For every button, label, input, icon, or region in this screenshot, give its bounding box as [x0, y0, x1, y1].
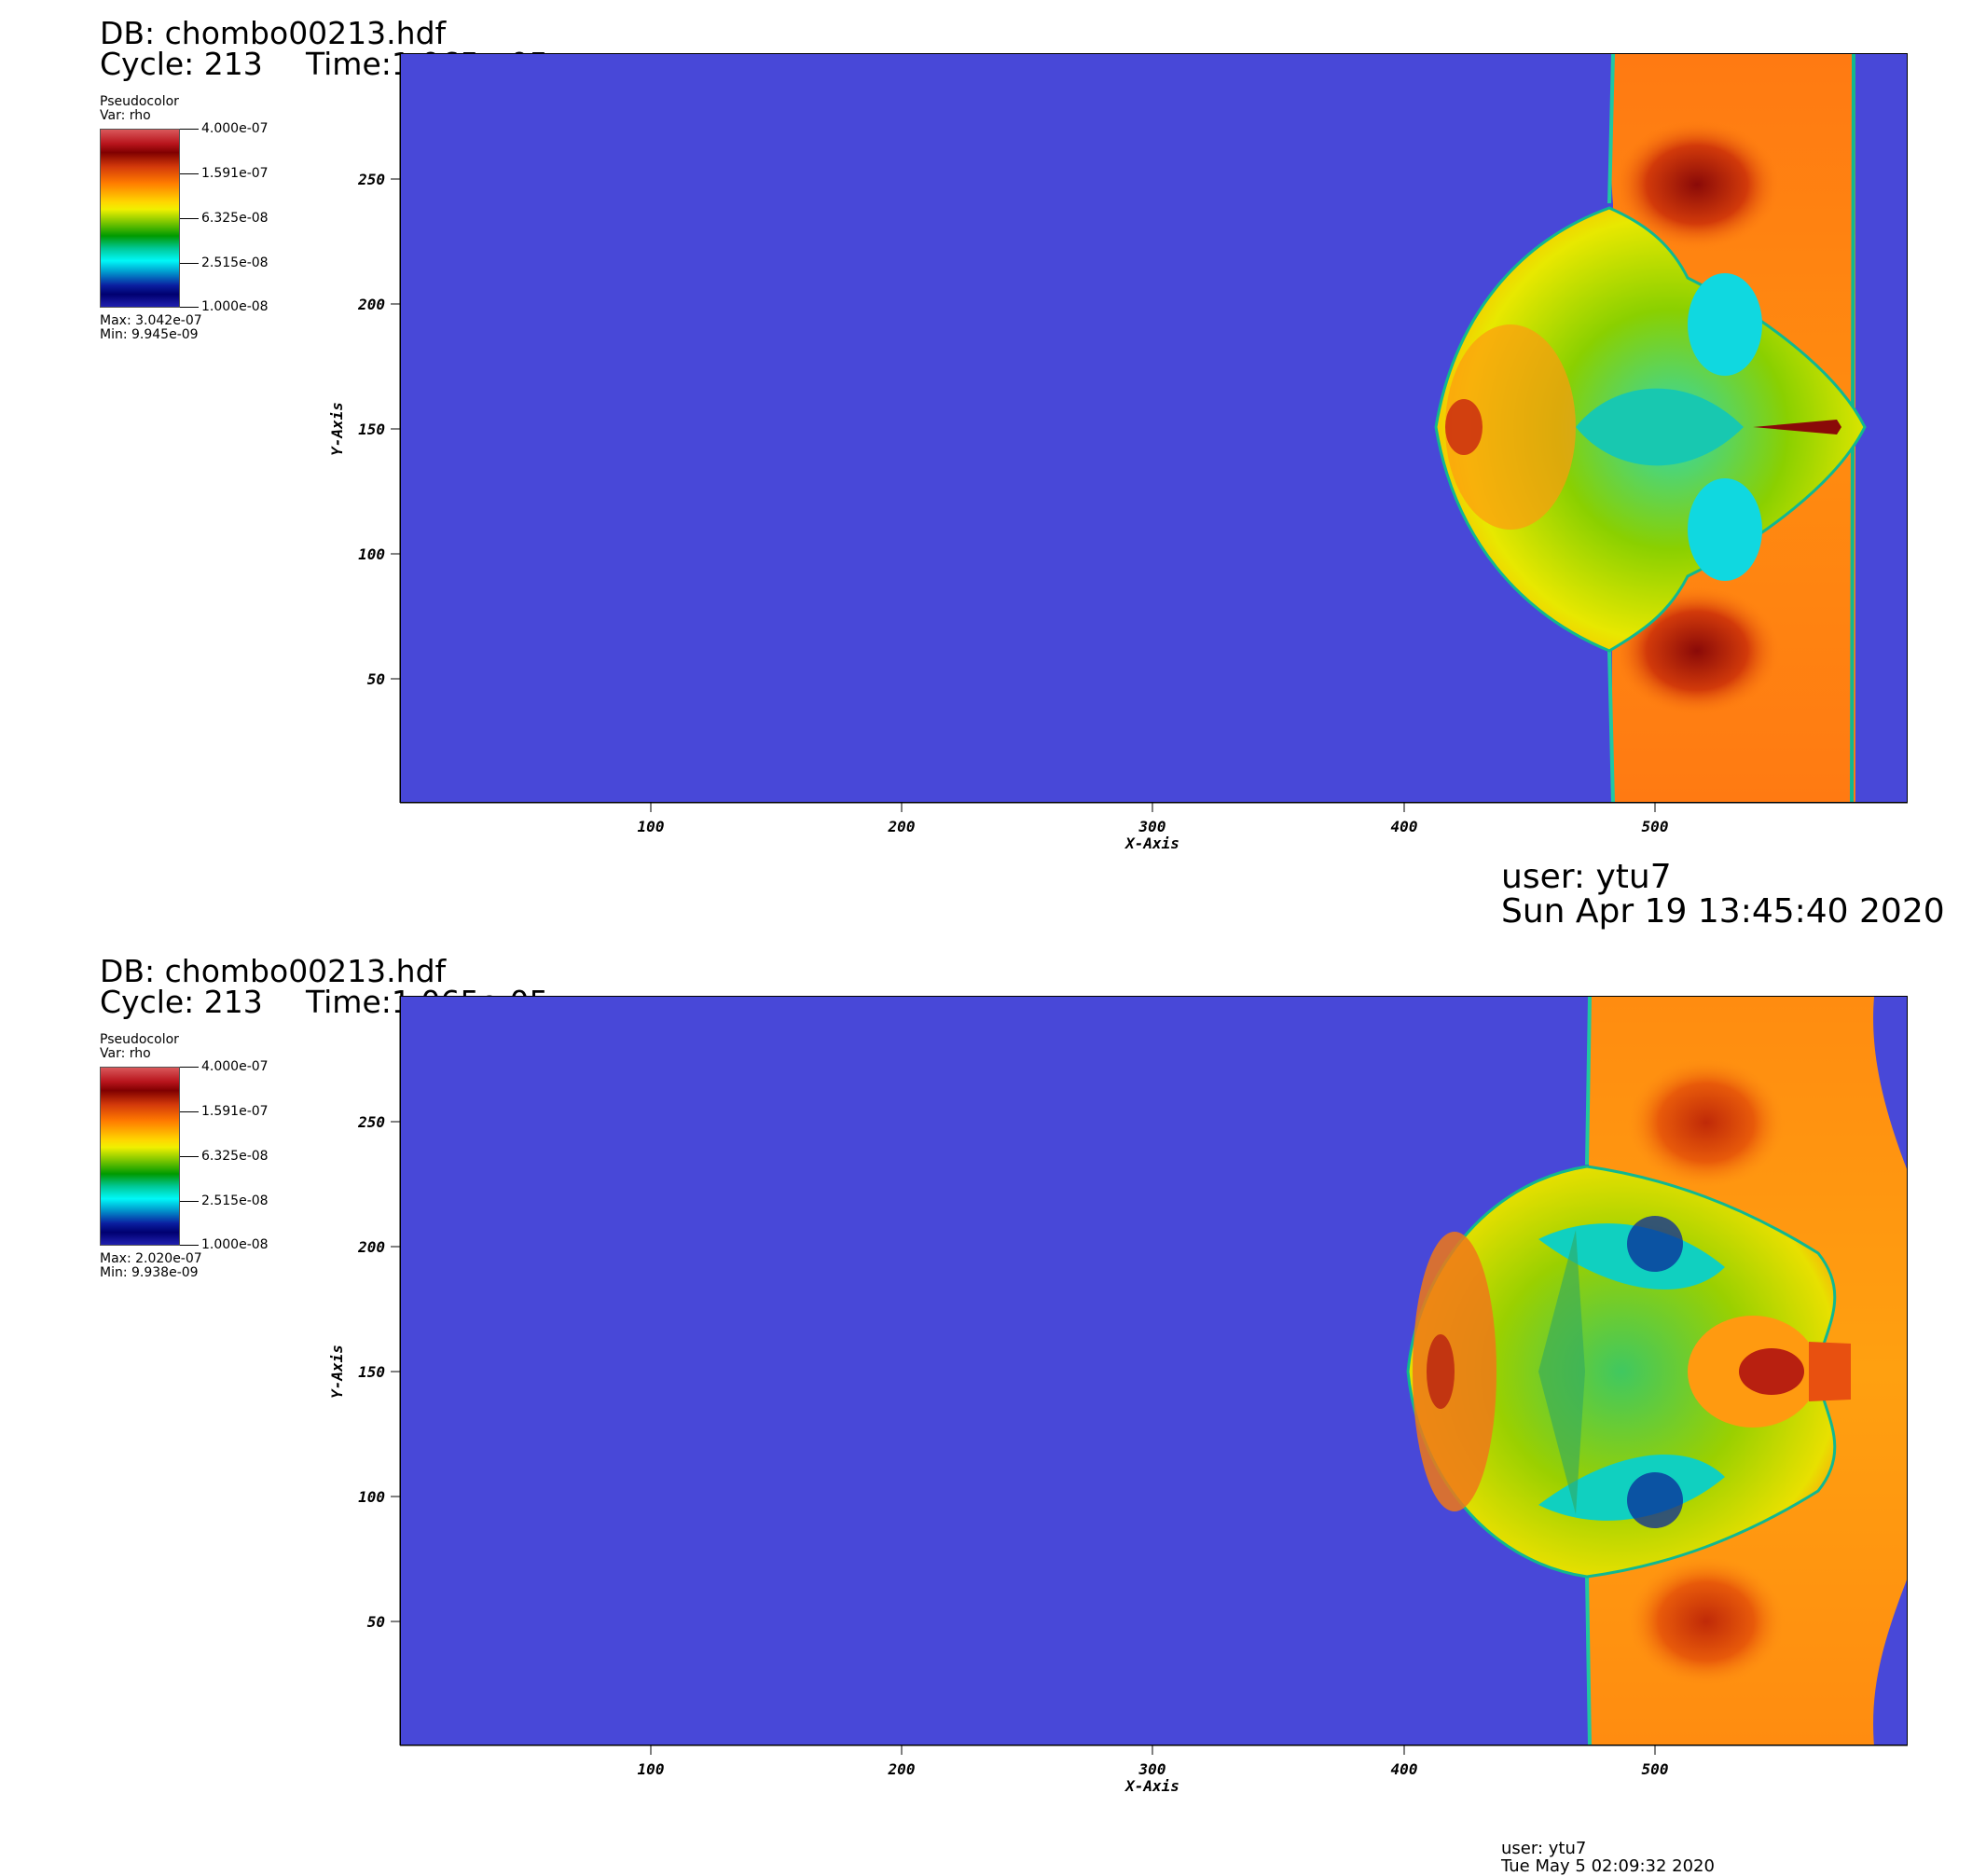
- x-tick-label: 100: [638, 818, 665, 835]
- user-label: user: ytu7: [1501, 1839, 1587, 1858]
- colorbar-tick: [180, 307, 199, 308]
- y-axis-title: Y-Axis: [328, 402, 346, 456]
- density-field-plot: [400, 996, 1908, 1745]
- y-tick-label: 250: [357, 1113, 385, 1131]
- y-tick-label: 200: [357, 296, 385, 313]
- y-tick-label: 150: [358, 1363, 385, 1381]
- density-field-image: [401, 54, 1907, 802]
- colorbar-tick: [180, 1245, 199, 1246]
- colorbar-label: 4.000e-07: [201, 1059, 269, 1074]
- colorbar-tick: [180, 1201, 199, 1202]
- colorbar-label: 2.515e-08: [201, 255, 269, 270]
- colorbar-label: 4.000e-07: [201, 121, 269, 136]
- y-tick-label: 100: [358, 545, 385, 563]
- colorbar-tick: [180, 218, 199, 219]
- cycle-label: Cycle: 213: [100, 984, 263, 1020]
- legend-max: Max: 3.042e-07: [100, 313, 202, 328]
- x-tick-label: 100: [638, 1760, 665, 1778]
- colorbar-label: 1.000e-08: [201, 299, 269, 314]
- x-tick-label: 400: [1391, 1760, 1418, 1778]
- date-label: Sun Apr 19 13:45:40 2020: [1501, 892, 1945, 931]
- user-label: user: ytu7: [1501, 858, 1672, 896]
- plot-panel-bottom: DB: chombo00213.hdf Cycle: 213 Time:1.06…: [0, 938, 1986, 1876]
- y-tick-label: 50: [367, 670, 385, 688]
- density-field-image: [401, 997, 1907, 1745]
- x-axis-title: X-Axis: [1124, 835, 1179, 852]
- colorbar-label: 1.591e-07: [201, 166, 269, 181]
- legend-plot-type: Pseudocolor: [100, 94, 179, 109]
- colorbar-label: 2.515e-08: [201, 1193, 269, 1208]
- y-tick-label: 250: [357, 171, 385, 188]
- colorbar-label: 6.325e-08: [201, 211, 269, 226]
- x-tick-label: 400: [1391, 818, 1418, 835]
- y-tick-label: 50: [367, 1613, 385, 1631]
- colorbar-tick: [180, 1067, 199, 1068]
- cycle-label: Cycle: 213: [100, 46, 263, 82]
- colorbar-label: 1.591e-07: [201, 1104, 269, 1119]
- x-tick-label: 200: [888, 1760, 916, 1778]
- x-tick-label: 500: [1642, 818, 1669, 835]
- legend-variable: Var: rho: [100, 108, 151, 123]
- database-label: DB: chombo00213.hdf: [100, 15, 447, 51]
- y-axis-title: Y-Axis: [328, 1345, 346, 1399]
- axes-top: 100 200 300 400 500 250 200 150 100 50 X…: [328, 53, 1908, 852]
- colorbar: [100, 1067, 180, 1246]
- x-tick-label: 200: [888, 818, 916, 835]
- date-label: Tue May 5 02:09:32 2020: [1501, 1856, 1715, 1876]
- legend-max: Max: 2.020e-07: [100, 1251, 202, 1266]
- x-tick-label: 500: [1642, 1760, 1669, 1778]
- colorbar: [100, 129, 180, 308]
- legend-plot-type: Pseudocolor: [100, 1032, 179, 1047]
- colorbar-tick: [180, 1156, 199, 1157]
- plot-panel-top: DB: chombo00213.hdf Cycle: 213 Time:1.06…: [100, 15, 1945, 931]
- axes-bottom: 100 200 300 400 500 250 200 150 100 50 X…: [328, 996, 1908, 1795]
- x-tick-label: 300: [1138, 818, 1166, 835]
- density-field-plot: [400, 53, 1908, 803]
- y-tick-label: 200: [357, 1238, 385, 1256]
- colorbar-tick: [180, 173, 199, 174]
- legend-min: Min: 9.945e-09: [100, 327, 199, 342]
- colorbar-label: 6.325e-08: [201, 1149, 269, 1164]
- colorbar-label: 1.000e-08: [201, 1237, 269, 1252]
- y-tick-label: 100: [358, 1488, 385, 1506]
- legend-min: Min: 9.938e-09: [100, 1265, 199, 1280]
- y-tick-label: 150: [358, 421, 385, 438]
- database-label: DB: chombo00213.hdf: [100, 953, 447, 989]
- x-tick-label: 300: [1138, 1760, 1166, 1778]
- legend-variable: Var: rho: [100, 1046, 151, 1061]
- colorbar-tick: [180, 1111, 199, 1112]
- colorbar-tick: [180, 263, 199, 264]
- colorbar-tick: [180, 129, 199, 130]
- x-axis-title: X-Axis: [1124, 1777, 1179, 1795]
